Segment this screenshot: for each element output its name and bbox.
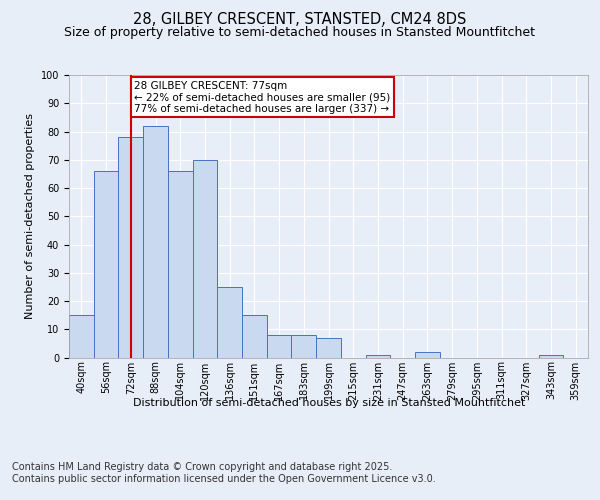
Bar [316, 338, 341, 357]
Y-axis label: Number of semi-detached properties: Number of semi-detached properties [25, 114, 35, 320]
Bar [415, 352, 440, 358]
Bar [69, 315, 94, 358]
Text: Distribution of semi-detached houses by size in Stansted Mountfitchet: Distribution of semi-detached houses by … [133, 398, 525, 407]
Bar [217, 287, 242, 358]
Bar [365, 354, 390, 358]
Bar [168, 171, 193, 358]
Bar [292, 335, 316, 357]
Text: Size of property relative to semi-detached houses in Stansted Mountfitchet: Size of property relative to semi-detach… [65, 26, 536, 39]
Text: Contains public sector information licensed under the Open Government Licence v3: Contains public sector information licen… [12, 474, 436, 484]
Text: 28, GILBEY CRESCENT, STANSTED, CM24 8DS: 28, GILBEY CRESCENT, STANSTED, CM24 8DS [133, 12, 467, 28]
Bar [539, 354, 563, 358]
Bar [267, 335, 292, 357]
Bar [94, 171, 118, 358]
Bar [143, 126, 168, 358]
Bar [118, 137, 143, 358]
Bar [193, 160, 217, 358]
Text: Contains HM Land Registry data © Crown copyright and database right 2025.: Contains HM Land Registry data © Crown c… [12, 462, 392, 472]
Text: 28 GILBEY CRESCENT: 77sqm
← 22% of semi-detached houses are smaller (95)
77% of : 28 GILBEY CRESCENT: 77sqm ← 22% of semi-… [134, 80, 391, 114]
Bar [242, 315, 267, 358]
